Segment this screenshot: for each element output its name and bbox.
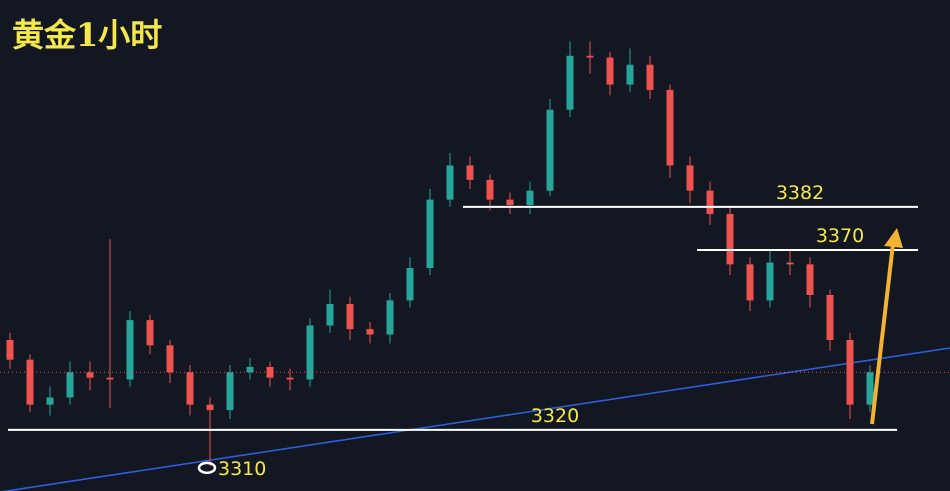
candle-body: [26, 359, 34, 405]
candle-body: [606, 57, 614, 85]
candle-body: [826, 294, 834, 340]
candle-body: [66, 372, 74, 398]
candle-body: [266, 366, 274, 378]
annotations: 3382 3370 3320 3310: [0, 182, 950, 480]
candle-body: [106, 377, 114, 380]
candle-body: [386, 300, 394, 335]
candle-body: [406, 267, 414, 301]
level-label: 3370: [816, 225, 864, 247]
candle-body: [626, 64, 634, 85]
candle-body: [126, 320, 134, 380]
arrow-shaft: [870, 243, 895, 425]
candle-body: [766, 262, 774, 301]
trend-line: [1, 347, 950, 491]
candle-body: [526, 190, 534, 206]
candle-body: [866, 372, 874, 405]
candle-body: [46, 397, 54, 405]
candle-body: [346, 303, 354, 330]
candle-body: [666, 89, 674, 166]
candle-body: [486, 179, 494, 200]
chart-title: 黄金1小时: [12, 16, 162, 54]
candle-body: [6, 339, 14, 360]
candle-body: [546, 109, 554, 191]
level-label: 3320: [531, 405, 579, 427]
candle-body: [426, 199, 434, 268]
candle-body: [586, 55, 594, 58]
candle-body: [646, 64, 654, 90]
arrow-head: [884, 228, 903, 248]
candle-body: [86, 372, 94, 378]
candle-body: [146, 320, 154, 346]
candle-body: [466, 165, 474, 180]
candle-body: [166, 345, 174, 373]
candle-body: [806, 264, 814, 295]
candle-body: [706, 190, 714, 215]
candle-body: [846, 339, 854, 405]
low-label: 3310: [218, 458, 266, 480]
candle-body: [746, 264, 754, 301]
candle-body: [786, 262, 794, 265]
candle-body: [446, 165, 454, 200]
candles: [6, 41, 874, 466]
candle-body: [506, 199, 514, 206]
candle-body: [686, 165, 694, 191]
low-marker: [197, 461, 217, 475]
candle-body: [186, 372, 194, 405]
level-label: 3382: [776, 182, 824, 204]
candle-body: [726, 214, 734, 265]
candle-body: [366, 329, 374, 335]
candle-body: [306, 325, 314, 380]
candle-body: [566, 55, 574, 110]
candle-body: [286, 377, 294, 380]
candle-body: [326, 303, 334, 326]
candle-body: [246, 366, 254, 373]
candle-body: [226, 372, 234, 411]
candle-body: [206, 404, 214, 411]
